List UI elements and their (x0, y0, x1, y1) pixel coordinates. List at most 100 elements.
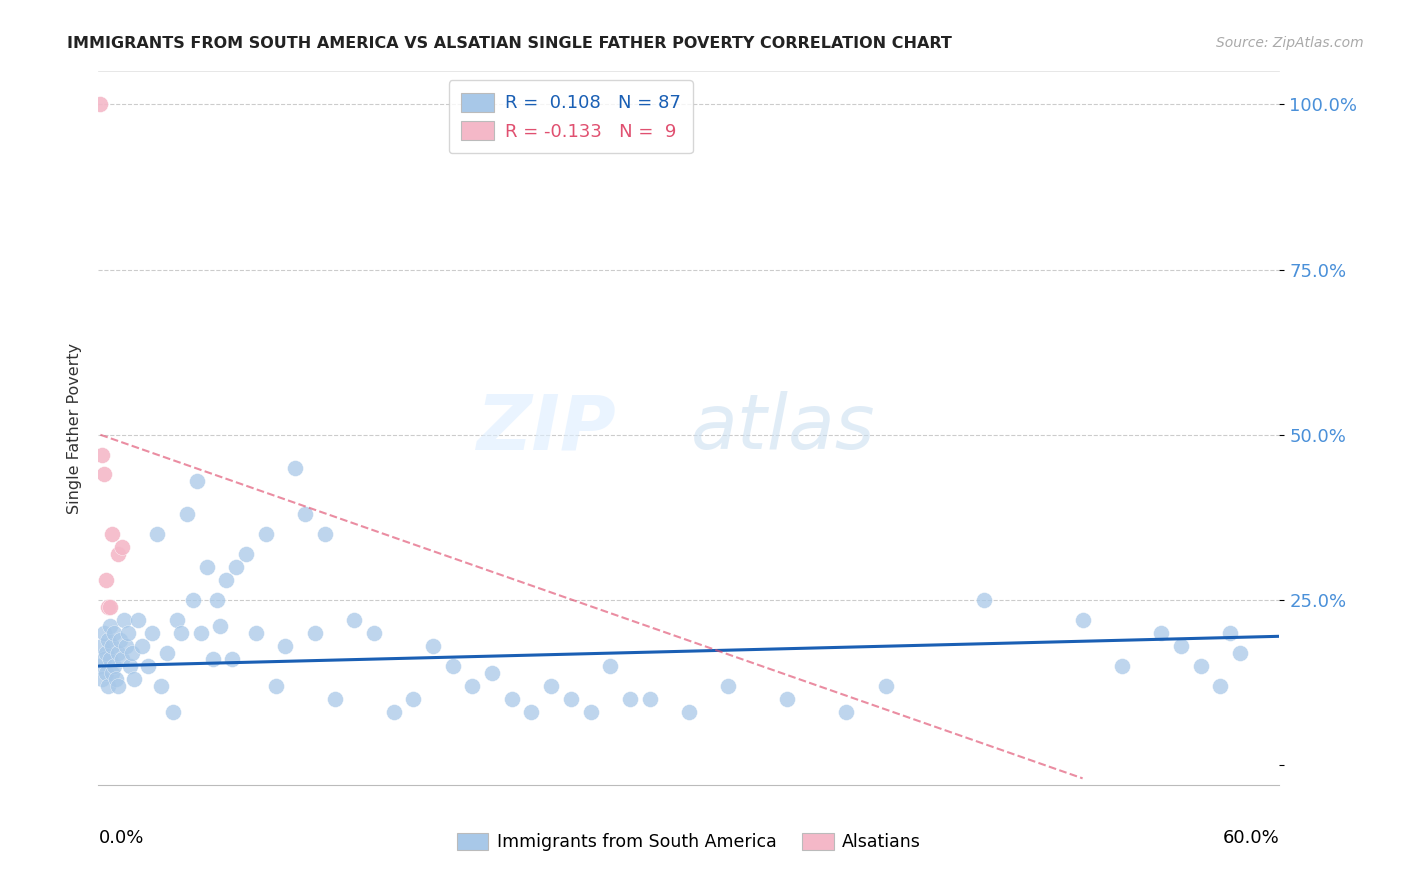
Point (875, 679, 897, 693)
Point (156, 646, 179, 660)
Point (108, 632, 131, 647)
Point (96, 573, 118, 587)
Point (181, 593, 204, 607)
Point (98, 599, 121, 614)
Point (91, 448, 114, 462)
Point (284, 460, 307, 475)
Point (89, 659, 111, 673)
Point (101, 639, 124, 653)
Point (91, 672, 114, 686)
Point (520, 706, 543, 720)
Point (131, 639, 153, 653)
Point (101, 665, 124, 680)
Point (170, 626, 193, 640)
Point (1209, 679, 1232, 693)
Text: atlas: atlas (692, 392, 876, 465)
Point (127, 613, 149, 627)
Point (107, 646, 129, 660)
Point (599, 659, 621, 673)
Point (97, 679, 120, 693)
Point (91, 639, 114, 653)
Point (1229, 646, 1251, 660)
Text: IMMIGRANTS FROM SOUTH AMERICA VS ALSATIAN SINGLE FATHER POVERTY CORRELATION CHAR: IMMIGRANTS FROM SOUTH AMERICA VS ALSATIA… (67, 36, 952, 51)
Point (501, 692, 523, 706)
Point (314, 527, 336, 541)
Point (103, 659, 125, 673)
Point (105, 672, 128, 686)
Point (274, 639, 297, 653)
Point (101, 527, 124, 541)
Point (343, 613, 366, 627)
Point (97, 599, 120, 614)
Point (96, 665, 118, 680)
Point (150, 679, 173, 693)
Point (205, 593, 228, 607)
Point (776, 692, 799, 706)
Point (638, 692, 661, 706)
Point (176, 507, 198, 521)
Point (97, 632, 120, 647)
Point (1170, 639, 1192, 653)
Point (402, 692, 425, 706)
Text: ZIP: ZIP (478, 392, 617, 465)
Point (93, 626, 115, 640)
Point (107, 679, 129, 693)
Point (141, 626, 163, 640)
Point (89, 97, 111, 112)
Point (1071, 613, 1094, 627)
Point (115, 639, 138, 653)
Point (481, 665, 503, 680)
Point (111, 652, 134, 666)
Point (121, 646, 143, 660)
Point (215, 573, 238, 587)
Point (294, 507, 316, 521)
Point (93, 467, 115, 482)
Point (122, 672, 145, 686)
Point (1219, 626, 1241, 640)
Point (162, 706, 184, 720)
Point (717, 679, 740, 693)
Point (264, 679, 287, 693)
Point (225, 560, 247, 574)
Point (93, 652, 115, 666)
Point (166, 613, 188, 627)
Point (190, 626, 212, 640)
Point (96, 646, 118, 660)
Legend: Immigrants from South America, Alsatians: Immigrants from South America, Alsatians (450, 826, 928, 858)
Point (304, 626, 326, 640)
Point (98, 619, 121, 633)
Point (235, 547, 257, 561)
Point (1189, 659, 1212, 673)
Point (678, 706, 700, 720)
Point (560, 692, 582, 706)
Point (195, 560, 218, 574)
Point (1111, 659, 1133, 673)
Point (1150, 626, 1173, 640)
Point (118, 659, 141, 673)
Point (973, 593, 995, 607)
Point (461, 679, 484, 693)
Point (363, 626, 385, 640)
Point (107, 547, 129, 561)
Point (579, 706, 602, 720)
Point (209, 619, 232, 633)
Point (382, 706, 405, 720)
Point (98, 652, 121, 666)
Point (422, 639, 444, 653)
Point (245, 626, 267, 640)
Text: Source: ZipAtlas.com: Source: ZipAtlas.com (1216, 36, 1364, 50)
Point (835, 706, 858, 720)
Point (103, 626, 125, 640)
Text: 0.0%: 0.0% (98, 830, 143, 847)
Point (136, 659, 159, 673)
Point (186, 474, 208, 488)
Point (540, 679, 562, 693)
Point (201, 652, 224, 666)
Point (111, 540, 134, 554)
Y-axis label: Single Father Poverty: Single Father Poverty (66, 343, 82, 514)
Point (117, 626, 139, 640)
Point (221, 652, 243, 666)
Point (112, 613, 135, 627)
Text: 60.0%: 60.0% (1223, 830, 1279, 847)
Point (323, 692, 346, 706)
